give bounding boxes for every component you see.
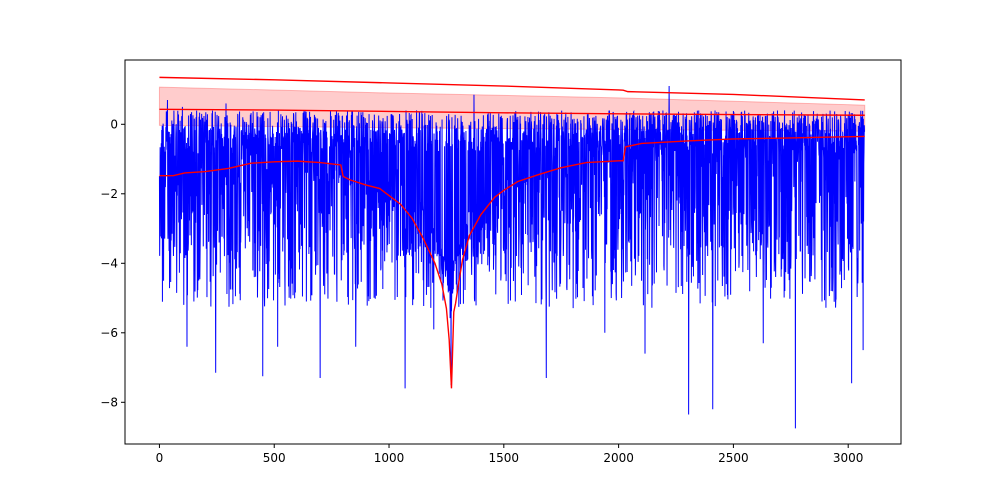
x-tick-label: 3000: [833, 451, 864, 465]
x-tick-label: 1500: [489, 451, 520, 465]
x-tick-label: 500: [263, 451, 286, 465]
x-tick-label: 2000: [603, 451, 634, 465]
y-tick-label: −8: [100, 395, 118, 409]
y-tick-label: −6: [100, 326, 118, 340]
x-tick-label: 1000: [374, 451, 405, 465]
curve-layer: [159, 76, 865, 389]
x-tick-label: 2500: [718, 451, 749, 465]
plot-frame: [124, 59, 902, 445]
y-tick-label: −2: [100, 187, 118, 201]
x-tick-label: 0: [156, 451, 164, 465]
signal-line: [158, 86, 865, 429]
lower-envelope-curve: [159, 135, 865, 389]
signal-layer: [158, 86, 865, 429]
y-tick-label: 0: [110, 117, 118, 131]
axes-layer: 0 500 1000 1500 2000 2500 3000 −8 −6 −4 −2 0: [100, 59, 902, 465]
y-tick-label: −4: [100, 256, 118, 270]
upper-line-curve: [159, 76, 865, 101]
middle-line-curve: [159, 108, 865, 116]
